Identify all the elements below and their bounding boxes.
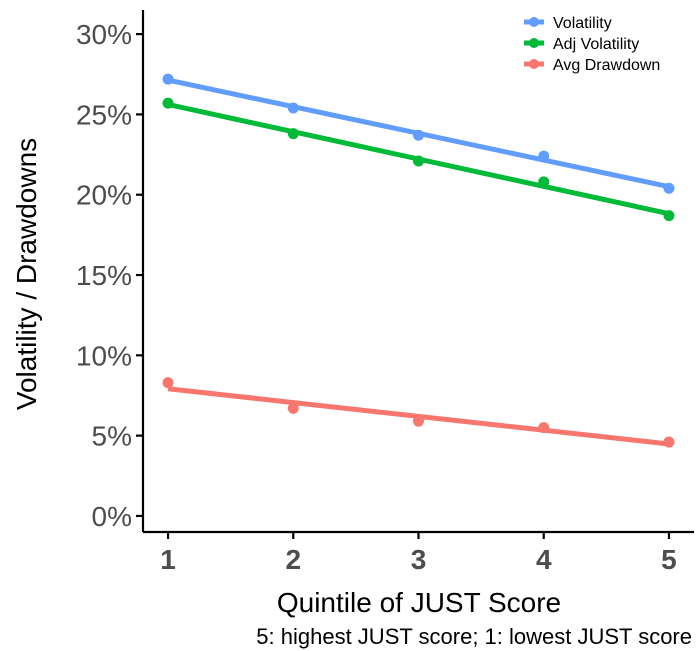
x-tick-label: 2 — [285, 544, 301, 575]
data-point-1-1 — [287, 128, 299, 140]
legend-key-point — [529, 38, 539, 48]
y-tick-label: 10% — [76, 340, 132, 371]
data-point-2-1 — [287, 402, 299, 414]
data-point-0-3 — [538, 150, 550, 162]
x-tick-label: 1 — [160, 544, 176, 575]
legend-label: Adj Volatility — [553, 36, 639, 53]
y-tick-label: 15% — [76, 260, 132, 291]
legend: Volatility Adj Volatility Avg Drawdown — [524, 15, 660, 74]
legend-label: Volatility — [553, 15, 612, 32]
x-tick-label: 3 — [411, 544, 427, 575]
x-ticks: 1 2 3 4 5 — [160, 532, 677, 575]
x-axis-title: Quintile of JUST Score — [277, 587, 561, 618]
legend-key-point — [529, 17, 539, 27]
data-point-0-2 — [413, 129, 424, 141]
y-tick-label: 20% — [76, 180, 132, 211]
data-point-0-4 — [663, 182, 675, 194]
x-tick-label: 5 — [661, 544, 677, 575]
y-ticks: 0% 5% 10% 15% 20% 25% 30% — [76, 19, 143, 532]
data-point-1-0 — [162, 97, 174, 109]
data-point-2-3 — [538, 422, 550, 434]
axes — [141, 10, 694, 534]
y-tick-label: 0% — [92, 501, 132, 532]
y-tick-label: 5% — [92, 421, 132, 452]
data-point-1-2 — [413, 155, 424, 167]
data-point-2-0 — [162, 377, 174, 389]
caption: 5: highest JUST score; 1: lowest JUST sc… — [256, 624, 692, 649]
x-tick-label: 4 — [536, 544, 552, 575]
legend-key-point — [529, 59, 539, 69]
data-point-0-1 — [287, 102, 299, 114]
data-point-0-0 — [162, 73, 174, 85]
data-point-1-3 — [538, 176, 550, 188]
data-point-1-4 — [663, 210, 675, 222]
data-point-2-4 — [663, 436, 675, 448]
legend-label: Avg Drawdown — [553, 57, 660, 74]
y-tick-label: 30% — [76, 19, 132, 50]
series-layer — [162, 73, 675, 448]
data-point-2-2 — [413, 415, 424, 427]
y-tick-label: 25% — [76, 99, 132, 130]
y-axis-title: Volatility / Drawdowns — [11, 138, 42, 410]
